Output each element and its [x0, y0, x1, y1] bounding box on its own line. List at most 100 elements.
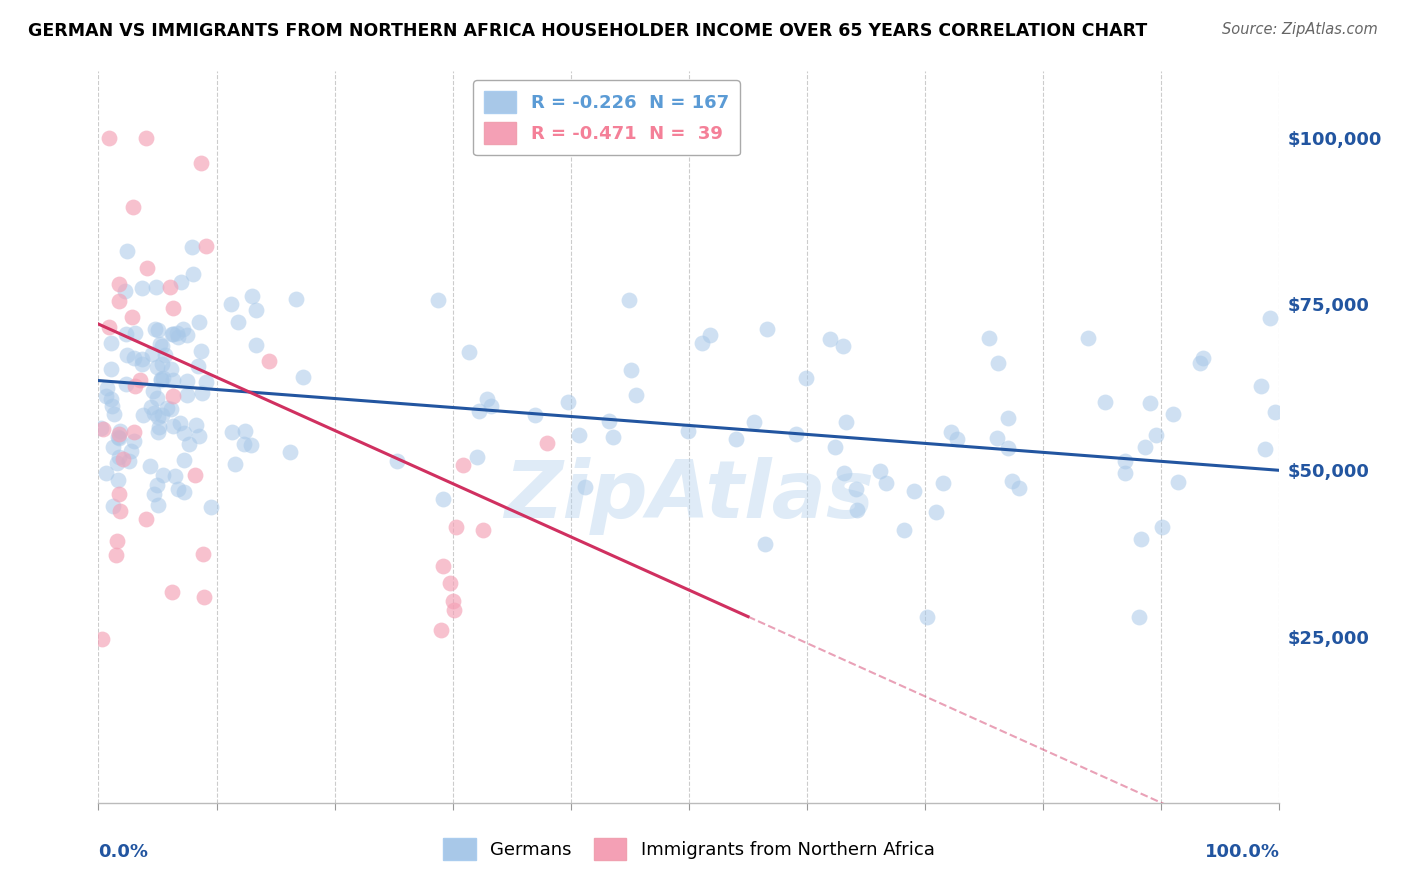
- Point: [1128, 609, 1150, 624]
- Point: [845, 482, 868, 496]
- Point: [142, 405, 165, 419]
- Point: [143, 322, 166, 336]
- Point: [997, 410, 1019, 425]
- Point: [387, 454, 409, 468]
- Point: [108, 450, 131, 464]
- Point: [124, 379, 146, 393]
- Point: [108, 426, 131, 441]
- Legend: Germans, Immigrants from Northern Africa: Germans, Immigrants from Northern Africa: [436, 830, 942, 867]
- Point: [257, 354, 280, 368]
- Point: [278, 445, 301, 459]
- Point: [169, 416, 191, 430]
- Point: [432, 491, 454, 506]
- Point: [114, 284, 136, 298]
- Point: [152, 468, 174, 483]
- Point: [624, 388, 647, 402]
- Point: [177, 437, 200, 451]
- Point: [429, 623, 451, 637]
- Point: [1139, 396, 1161, 410]
- Point: [90, 421, 112, 435]
- Point: [159, 402, 181, 417]
- Point: [160, 585, 183, 599]
- Point: [166, 326, 188, 340]
- Point: [111, 452, 134, 467]
- Text: 100.0%: 100.0%: [1205, 843, 1279, 861]
- Point: [108, 504, 131, 518]
- Point: [1192, 351, 1215, 366]
- Point: [869, 464, 891, 478]
- Point: [167, 482, 190, 496]
- Point: [166, 330, 188, 344]
- Point: [1001, 474, 1024, 488]
- Point: [129, 373, 152, 387]
- Point: [1114, 466, 1136, 480]
- Point: [568, 428, 591, 442]
- Point: [946, 432, 969, 446]
- Point: [188, 315, 211, 329]
- Point: [754, 537, 776, 551]
- Point: [224, 457, 246, 471]
- Point: [115, 244, 138, 258]
- Point: [141, 347, 163, 361]
- Point: [756, 322, 779, 336]
- Point: [150, 372, 173, 386]
- Point: [832, 466, 855, 480]
- Point: [176, 374, 198, 388]
- Point: [120, 444, 142, 458]
- Point: [132, 408, 155, 422]
- Point: [173, 452, 195, 467]
- Point: [100, 399, 122, 413]
- Point: [122, 425, 145, 440]
- Point: [524, 408, 547, 422]
- Point: [98, 131, 121, 145]
- Point: [240, 288, 263, 302]
- Point: [824, 440, 846, 454]
- Point: [124, 326, 146, 340]
- Point: [191, 385, 214, 400]
- Point: [115, 377, 138, 392]
- Point: [190, 343, 212, 358]
- Point: [1077, 331, 1099, 345]
- Text: ZipAtlas: ZipAtlas: [503, 457, 875, 534]
- Point: [188, 429, 211, 443]
- Point: [139, 400, 162, 414]
- Point: [105, 456, 128, 470]
- Point: [226, 315, 249, 329]
- Point: [145, 280, 167, 294]
- Point: [441, 594, 464, 608]
- Point: [152, 357, 174, 371]
- Point: [617, 293, 640, 307]
- Point: [467, 450, 489, 464]
- Point: [143, 486, 166, 500]
- Point: [467, 404, 489, 418]
- Point: [107, 430, 129, 444]
- Point: [1258, 310, 1281, 325]
- Point: [150, 339, 173, 353]
- Point: [108, 431, 131, 445]
- Point: [173, 425, 195, 440]
- Point: [1129, 532, 1152, 546]
- Point: [150, 408, 173, 422]
- Point: [602, 429, 624, 443]
- Point: [101, 440, 124, 454]
- Point: [131, 357, 153, 371]
- Point: [122, 200, 145, 214]
- Point: [148, 498, 170, 512]
- Point: [620, 363, 643, 377]
- Point: [146, 391, 169, 405]
- Point: [932, 475, 955, 490]
- Point: [146, 478, 169, 492]
- Point: [443, 603, 465, 617]
- Point: [818, 333, 841, 347]
- Point: [432, 558, 454, 573]
- Point: [183, 267, 205, 281]
- Point: [598, 414, 620, 428]
- Point: [96, 389, 118, 403]
- Point: [107, 277, 129, 292]
- Point: [152, 371, 174, 385]
- Point: [785, 427, 807, 442]
- Point: [233, 436, 256, 450]
- Point: [200, 500, 222, 514]
- Point: [108, 487, 131, 501]
- Point: [1161, 407, 1184, 421]
